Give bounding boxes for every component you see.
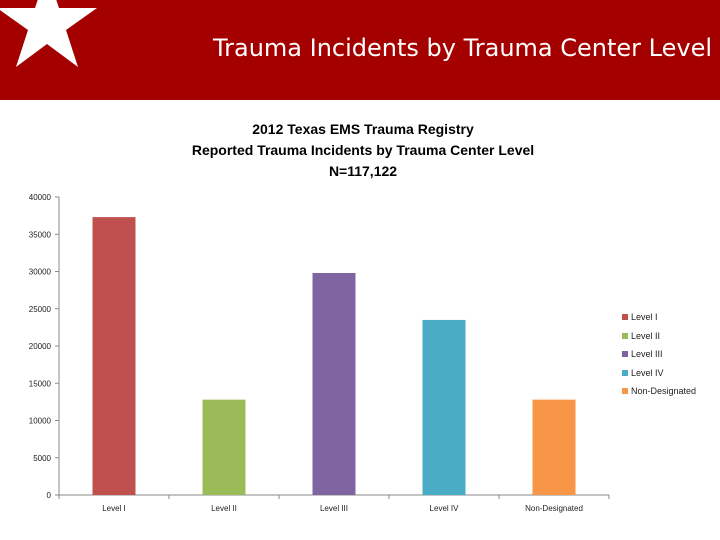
x-tick-label: Level II bbox=[211, 504, 237, 513]
y-tick-label: 35000 bbox=[29, 230, 52, 239]
y-tick-label: 40000 bbox=[29, 193, 52, 202]
bar bbox=[532, 399, 576, 495]
legend-item: Level II bbox=[622, 327, 696, 346]
legend-label: Non-Designated bbox=[631, 386, 697, 397]
chart-title-line-3: N=117,122 bbox=[328, 163, 398, 179]
y-tick-label: 15000 bbox=[29, 379, 52, 388]
legend-swatch bbox=[622, 369, 628, 376]
legend-item: Non-Designated bbox=[622, 382, 696, 401]
legend-swatch bbox=[622, 388, 628, 395]
chart-title: 2012 Texas EMS Trauma Registry Reported … bbox=[120, 119, 606, 182]
legend-item: Level III bbox=[622, 345, 696, 364]
y-tick-label: 20000 bbox=[29, 342, 52, 351]
x-tick-label: Level III bbox=[320, 504, 348, 513]
bar bbox=[312, 272, 356, 495]
star-icon bbox=[0, 0, 97, 67]
bar bbox=[202, 399, 246, 495]
legend-swatch bbox=[622, 314, 628, 321]
x-tick-label: Level I bbox=[102, 504, 126, 513]
legend-label: Level III bbox=[631, 349, 663, 360]
y-tick-label: 10000 bbox=[29, 417, 52, 426]
y-tick-label: 5000 bbox=[33, 454, 51, 463]
x-tick-label: Level IV bbox=[430, 504, 460, 513]
y-tick-label: 30000 bbox=[29, 268, 52, 277]
legend-label: Level IV bbox=[631, 367, 664, 378]
x-tick-label: Non-Designated bbox=[525, 504, 583, 513]
legend-swatch bbox=[622, 332, 628, 339]
legend-item: Level I bbox=[622, 308, 696, 327]
y-tick-label: 0 bbox=[47, 491, 52, 500]
legend-item: Level IV bbox=[622, 364, 696, 383]
header-banner: Trauma Incidents by Trauma Center Level bbox=[0, 0, 720, 100]
chart-title-line-2: Reported Trauma Incidents by Trauma Cent… bbox=[191, 142, 535, 158]
legend-label: Level I bbox=[631, 312, 658, 323]
page-title: Trauma Incidents by Trauma Center Level bbox=[213, 34, 712, 62]
legend-swatch bbox=[622, 351, 628, 358]
chart-legend: Level I Level II Level III Level IV Non-Desi… bbox=[622, 308, 696, 401]
chart-title-line-1: 2012 Texas EMS Trauma Registry bbox=[252, 121, 474, 137]
bar bbox=[92, 217, 136, 496]
y-tick-label: 25000 bbox=[29, 305, 52, 314]
legend-label: Level II bbox=[631, 330, 661, 341]
bar bbox=[422, 319, 466, 495]
